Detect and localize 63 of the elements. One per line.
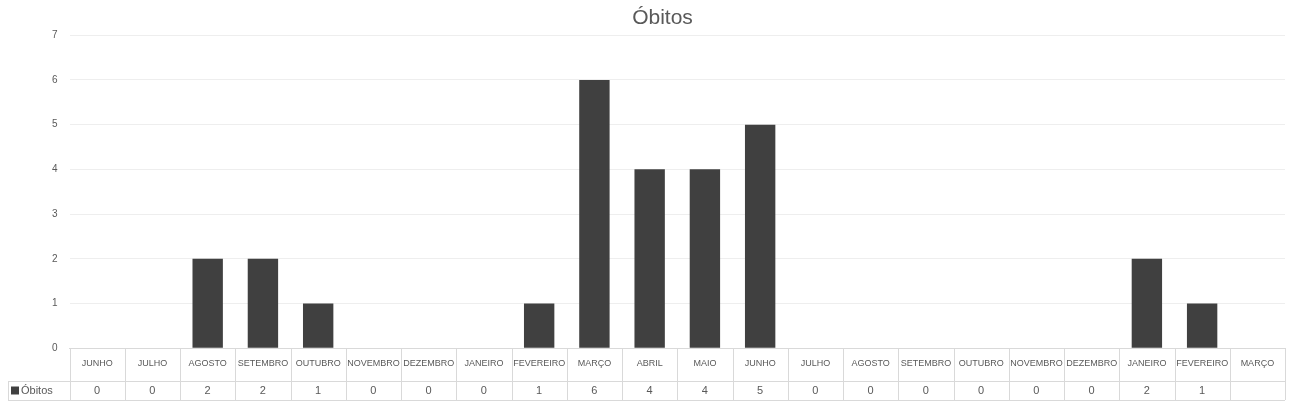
x-tick-label: MAIO [693,358,717,369]
x-tick-label: DEZEMBRO [403,358,455,369]
x-tick-label: MARÇO [1240,358,1275,369]
data-label: 0 [1088,383,1095,396]
bar [689,169,721,348]
bar [192,258,223,348]
data-label: 0 [978,383,985,396]
y-tick-label: 3 [52,207,58,219]
x-tick-label: OUTUBRO [295,358,341,369]
bar [1186,303,1218,348]
legend-label: Óbitos [21,383,54,396]
x-tick-label: OUTUBRO [958,358,1004,369]
bar [523,303,555,348]
x-tick-label: JANEIRO [464,358,504,369]
bar [247,258,279,348]
x-tick-label: SETEMBRO [237,358,289,369]
x-tick-label: FEVEREIRO [1176,358,1229,369]
y-tick-label: 7 [52,28,58,40]
data-label: 2 [259,383,266,396]
data-label: 0 [922,383,929,396]
bar [579,79,610,348]
data-label: 6 [591,383,598,396]
data-label: 1 [315,383,322,396]
data-label: 0 [370,383,377,396]
x-tick-label: FEVEREIRO [513,358,566,369]
x-tick-label: AGOSTO [851,358,890,369]
data-label: 2 [204,383,211,396]
bar [1131,258,1163,348]
data-label: 0 [812,383,819,396]
x-tick-label: NOVEMBRO [347,358,400,369]
data-label: 0 [425,383,432,396]
y-tick-label: 0 [52,341,58,353]
x-tick-label: SETEMBRO [900,358,952,369]
x-tick-label: MARÇO [577,358,612,369]
data-label: 2 [1143,383,1150,396]
data-label: 4 [701,383,708,396]
y-tick-label: 2 [52,252,58,264]
data-label: 1 [1199,383,1206,396]
x-tick-label: AGOSTO [188,358,227,369]
bar [302,303,334,348]
y-tick-label: 5 [52,118,58,130]
data-label: 0 [867,383,874,396]
x-tick-label: JULHO [137,358,168,369]
data-label: 0 [94,383,101,396]
data-label: 0 [480,383,487,396]
y-tick-label: 1 [52,297,58,309]
x-tick-label: JUNHO [81,358,113,369]
x-tick-label: ABRIL [636,358,663,369]
x-tick-label: JANEIRO [1127,358,1167,369]
x-tick-label: JUNHO [744,358,776,369]
y-tick-label: 4 [52,163,58,175]
bar [744,124,776,348]
x-tick-label: NOVEMBRO [1010,358,1063,369]
chart-title: Óbitos [632,5,693,29]
y-tick-label: 6 [52,73,58,85]
x-tick-label: JULHO [800,358,831,369]
data-label: 4 [646,383,653,396]
x-tick-label: DEZEMBRO [1066,358,1118,369]
data-label: 0 [149,383,156,396]
bar [634,169,665,348]
data-label: 0 [1033,383,1040,396]
data-label: 5 [757,383,764,396]
data-label: 1 [536,383,543,396]
